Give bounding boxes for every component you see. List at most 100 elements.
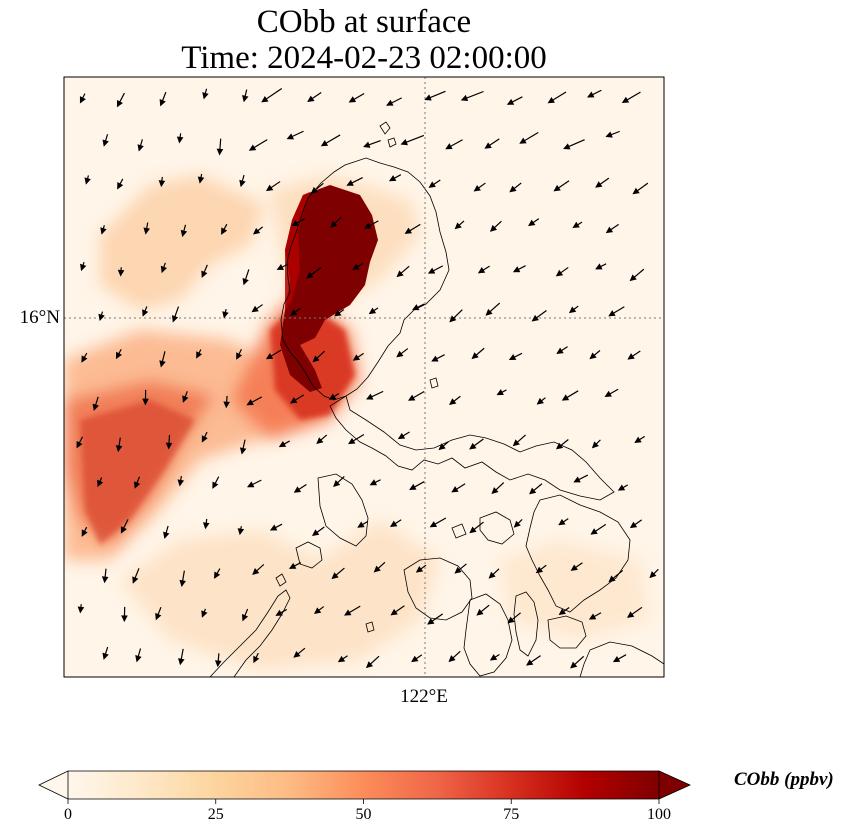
wind-arrow-head bbox=[320, 140, 329, 147]
wind-arrow-head bbox=[512, 266, 521, 273]
wind-arrow-head bbox=[344, 609, 352, 616]
wind-arrow-head bbox=[368, 307, 377, 315]
wind-arrow-head bbox=[171, 315, 179, 323]
wind-arrow-head bbox=[473, 184, 481, 192]
wind-arrow-head bbox=[469, 526, 477, 534]
gridlines bbox=[64, 77, 664, 677]
wind-arrow-head bbox=[431, 355, 439, 362]
wind-arrow-head bbox=[159, 360, 166, 368]
wind-arrow-head bbox=[278, 440, 287, 448]
wind-arrow-head bbox=[397, 432, 406, 440]
wind-arrow-head bbox=[201, 610, 208, 618]
coastline-luzon-south bbox=[329, 395, 615, 501]
wind-arrow-head bbox=[536, 397, 544, 405]
wind-arrow-head bbox=[178, 658, 185, 666]
wind-arrow-head bbox=[310, 186, 319, 194]
wind-arrow-head bbox=[589, 352, 597, 360]
colorbar-tick-label: 0 bbox=[64, 806, 72, 823]
plume-southeast bbox=[500, 540, 650, 640]
wind-arrow-head bbox=[221, 227, 228, 235]
plume-west-upper bbox=[100, 175, 265, 310]
wind-arrow-head bbox=[570, 564, 578, 571]
wind-arrow-head bbox=[629, 521, 638, 529]
wind-arrow-head bbox=[132, 576, 139, 584]
wind-arrow-head bbox=[265, 353, 274, 360]
wind-arrow-head bbox=[253, 655, 260, 664]
wind-arrow-head bbox=[160, 265, 168, 274]
wind-arrow-head bbox=[334, 309, 342, 317]
wind-arrow-head bbox=[369, 479, 378, 486]
coastline-cebu bbox=[513, 591, 539, 657]
wind-arrow-head bbox=[261, 95, 269, 103]
wind-arrow-head bbox=[352, 354, 361, 361]
wind-arrow-head bbox=[509, 185, 517, 193]
wind-arrow-head bbox=[400, 139, 408, 146]
wind-arrow-head bbox=[201, 435, 208, 443]
wind-arrow-head bbox=[427, 618, 435, 625]
wind-arrow-head bbox=[212, 481, 219, 489]
wind-arrow-head bbox=[252, 568, 260, 575]
coastline-panay bbox=[403, 557, 473, 621]
wind-arrow-head bbox=[121, 615, 128, 623]
wind-arrow-head bbox=[469, 442, 477, 450]
wind-arrow-head bbox=[291, 220, 299, 227]
wind-arrow-head bbox=[508, 354, 517, 360]
coastline-islet-4 bbox=[451, 523, 467, 539]
wind-arrow-head bbox=[390, 608, 398, 616]
wind-arrow-head bbox=[84, 177, 91, 185]
wind-arrow-head bbox=[197, 176, 205, 184]
wind-arrow-head bbox=[634, 436, 642, 444]
wind-arrow-head bbox=[135, 655, 142, 663]
colorbar-extend-max bbox=[658, 770, 691, 800]
wind-arrow-head bbox=[158, 180, 166, 188]
colorbar-tick-label: 100 bbox=[647, 806, 671, 823]
coastline-islet-5 bbox=[365, 621, 375, 633]
wind-arrow-head bbox=[92, 403, 99, 411]
wind-arrow-head bbox=[316, 437, 324, 445]
wind-arrow-head bbox=[76, 440, 83, 449]
wind-arrow-head bbox=[142, 398, 149, 406]
wind-arrow-head bbox=[451, 486, 459, 493]
wind-arrow-head bbox=[242, 277, 249, 286]
wind-arrow-head bbox=[445, 143, 453, 150]
wind-arrow-head bbox=[293, 486, 302, 493]
wind-arrow-head bbox=[366, 393, 374, 400]
wind-arrow-head bbox=[163, 531, 170, 539]
lon-tick-label: 122°E bbox=[400, 686, 448, 707]
wind-arrow-head bbox=[496, 389, 504, 396]
wind-arrow-head bbox=[241, 613, 249, 622]
coastline-mindanao bbox=[579, 641, 664, 677]
wind-arrow-head bbox=[556, 347, 564, 354]
wind-arrow-head bbox=[293, 651, 301, 658]
wind-arrow-head bbox=[237, 528, 245, 536]
wind-arrow-head bbox=[165, 442, 173, 450]
wind-arrow-head bbox=[288, 562, 297, 569]
wind-arrow-head bbox=[621, 96, 630, 103]
wind-arrow-head bbox=[454, 222, 462, 230]
wind-arrow-head bbox=[409, 483, 417, 490]
wind-arrow-head bbox=[626, 611, 635, 618]
wind-arrow-head bbox=[137, 144, 144, 152]
wind-arrow-head bbox=[223, 401, 230, 409]
wind-arrow-head bbox=[491, 487, 499, 495]
wind-arrow-head bbox=[196, 351, 203, 359]
wind-arrow-head bbox=[352, 263, 360, 270]
wind-arrow-head bbox=[290, 397, 298, 404]
coastline-bohol bbox=[547, 615, 587, 649]
wind-arrow-head bbox=[117, 269, 125, 277]
wind-arrow-head bbox=[246, 399, 254, 406]
coastline-islet-1 bbox=[379, 121, 391, 135]
wind-arrow-head bbox=[242, 95, 249, 103]
wind-arrow-head bbox=[570, 661, 578, 669]
wind-arrow-head bbox=[97, 479, 104, 488]
wind-arrow-head bbox=[489, 224, 498, 232]
wind-arrow-head bbox=[102, 139, 109, 147]
wind-arrow-head bbox=[348, 437, 356, 445]
wind-arrow-head bbox=[328, 393, 337, 400]
wind-arrow-head bbox=[182, 395, 189, 403]
wind-arrow-head bbox=[485, 308, 493, 316]
chart-title: CObb at surface bbox=[256, 4, 472, 40]
wind-arrow-head bbox=[337, 655, 346, 663]
wind-arrow-head bbox=[116, 99, 123, 108]
wind-arrow-head bbox=[595, 263, 603, 270]
